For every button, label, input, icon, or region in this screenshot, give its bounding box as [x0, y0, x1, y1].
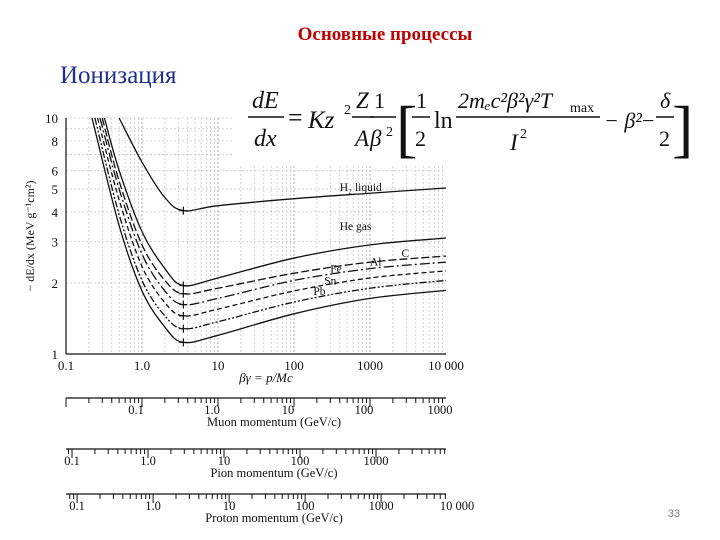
- chart-axes: 0.1 1.0 10 100 1000 10 000 1 2 3 4 5 6 8 10 βγ = p/Mc −…: [23, 111, 464, 385]
- formula-ln: ln: [434, 108, 453, 134]
- formula-A: A: [353, 126, 370, 151]
- series-label: He gas: [340, 221, 372, 233]
- series-label: Sn: [324, 276, 336, 288]
- formula-beta-exp: 2: [386, 125, 393, 140]
- formula-equals: =: [288, 103, 303, 132]
- series-label: Al: [370, 257, 382, 269]
- y-tick-label: 8: [52, 134, 59, 149]
- y-axis-label: − dE/dx (MeV g⁻¹cm²): [23, 180, 37, 291]
- y-tick-label: 10: [45, 111, 58, 126]
- formula-Z: Z: [356, 88, 369, 113]
- momentum-scales: 0.1 1.0 10 100 1000 Muon momentum (GeV/c) 0.1 1…: [64, 397, 474, 525]
- x-tick-label: 10: [212, 358, 225, 373]
- formula-beta: β: [369, 126, 382, 151]
- formula-delta: δ: [660, 88, 671, 113]
- series-line-4: [96, 117, 447, 317]
- series-label: Pb: [313, 286, 325, 298]
- momentum-tick-label: 0.1: [69, 499, 85, 513]
- formula-minus-beta: − β²: [604, 108, 642, 133]
- x-tick-label: 1.0: [134, 358, 150, 373]
- page-number: 33: [667, 508, 680, 520]
- formula-I-exp: 2: [520, 127, 527, 142]
- series-label: Fe: [330, 263, 342, 275]
- formula-ln-num: 2mₑc²β²γ²T: [458, 88, 554, 113]
- series-line-3: [99, 117, 447, 306]
- y-tick-label: 3: [52, 234, 59, 249]
- y-tick-label: 2: [52, 276, 59, 291]
- momentum-tick-label: 100: [355, 403, 374, 417]
- series-label: H₂ liquid: [340, 182, 382, 194]
- formula-bracket-close: ]: [672, 93, 693, 164]
- momentum-tick-label: 1000: [428, 403, 453, 417]
- x-tick-label: 10 000: [428, 358, 464, 373]
- momentum-tick-label: 1000: [364, 454, 389, 468]
- x-tick-label: 1000: [357, 358, 383, 373]
- formula-lhs-num: dE: [252, 88, 279, 114]
- momentum-tick-label: 10: [282, 403, 295, 417]
- formula-one: 1: [374, 88, 385, 113]
- momentum-tick-label: 1.0: [140, 454, 156, 468]
- y-tick-label: 1: [52, 347, 59, 362]
- bethe-bloch-formula: dE dx = Kz 2 Z A 1 β 2 [ 1 2 ln 2mₑc²β²γ…: [234, 72, 693, 164]
- series-label: C: [402, 248, 410, 260]
- y-tick-label: 4: [52, 205, 59, 220]
- momentum-tick-label: 1.0: [204, 403, 220, 417]
- momentum-scale-label: Pion momentum (GeV/c): [210, 466, 337, 480]
- x-tick-label: 100: [284, 358, 304, 373]
- momentum-tick-label: 100: [296, 499, 315, 513]
- formula-half-den: 2: [415, 126, 426, 151]
- series-line-0: [118, 117, 447, 212]
- momentum-tick-label: 1000: [369, 499, 394, 513]
- slide-subtitle: Ионизация: [60, 62, 177, 89]
- formula-delta-den: 2: [659, 126, 670, 151]
- formula-half-num: 1: [416, 88, 427, 113]
- formula-z-exp: 2: [344, 103, 351, 118]
- slide-title: Основные процессы: [297, 24, 473, 45]
- momentum-tick-label: 10 000: [440, 499, 474, 513]
- momentum-tick-label: 1.0: [145, 499, 161, 513]
- momentum-tick-label: 100: [291, 454, 310, 468]
- momentum-tick-label: 0.1: [128, 403, 144, 417]
- formula-lhs-den: dx: [254, 126, 277, 152]
- x-axis-label: βγ = p/Mc: [238, 370, 293, 385]
- momentum-tick-label: 0.1: [64, 454, 80, 468]
- formula-bracket-open: [: [396, 93, 417, 164]
- formula-ln-den: I: [509, 130, 519, 155]
- y-tick-label: 6: [52, 163, 59, 178]
- momentum-scale-label: Muon momentum (GeV/c): [207, 415, 341, 429]
- momentum-tick-label: 10: [218, 454, 231, 468]
- y-tick-label: 5: [52, 182, 59, 197]
- formula-kz: Kz: [307, 107, 335, 134]
- momentum-scale-label: Proton momentum (GeV/c): [205, 511, 342, 525]
- formula-tmax: max: [570, 101, 594, 116]
- momentum-tick-label: 10: [223, 499, 236, 513]
- formula-minus: −: [642, 108, 654, 133]
- x-tick-label: 0.1: [58, 358, 74, 373]
